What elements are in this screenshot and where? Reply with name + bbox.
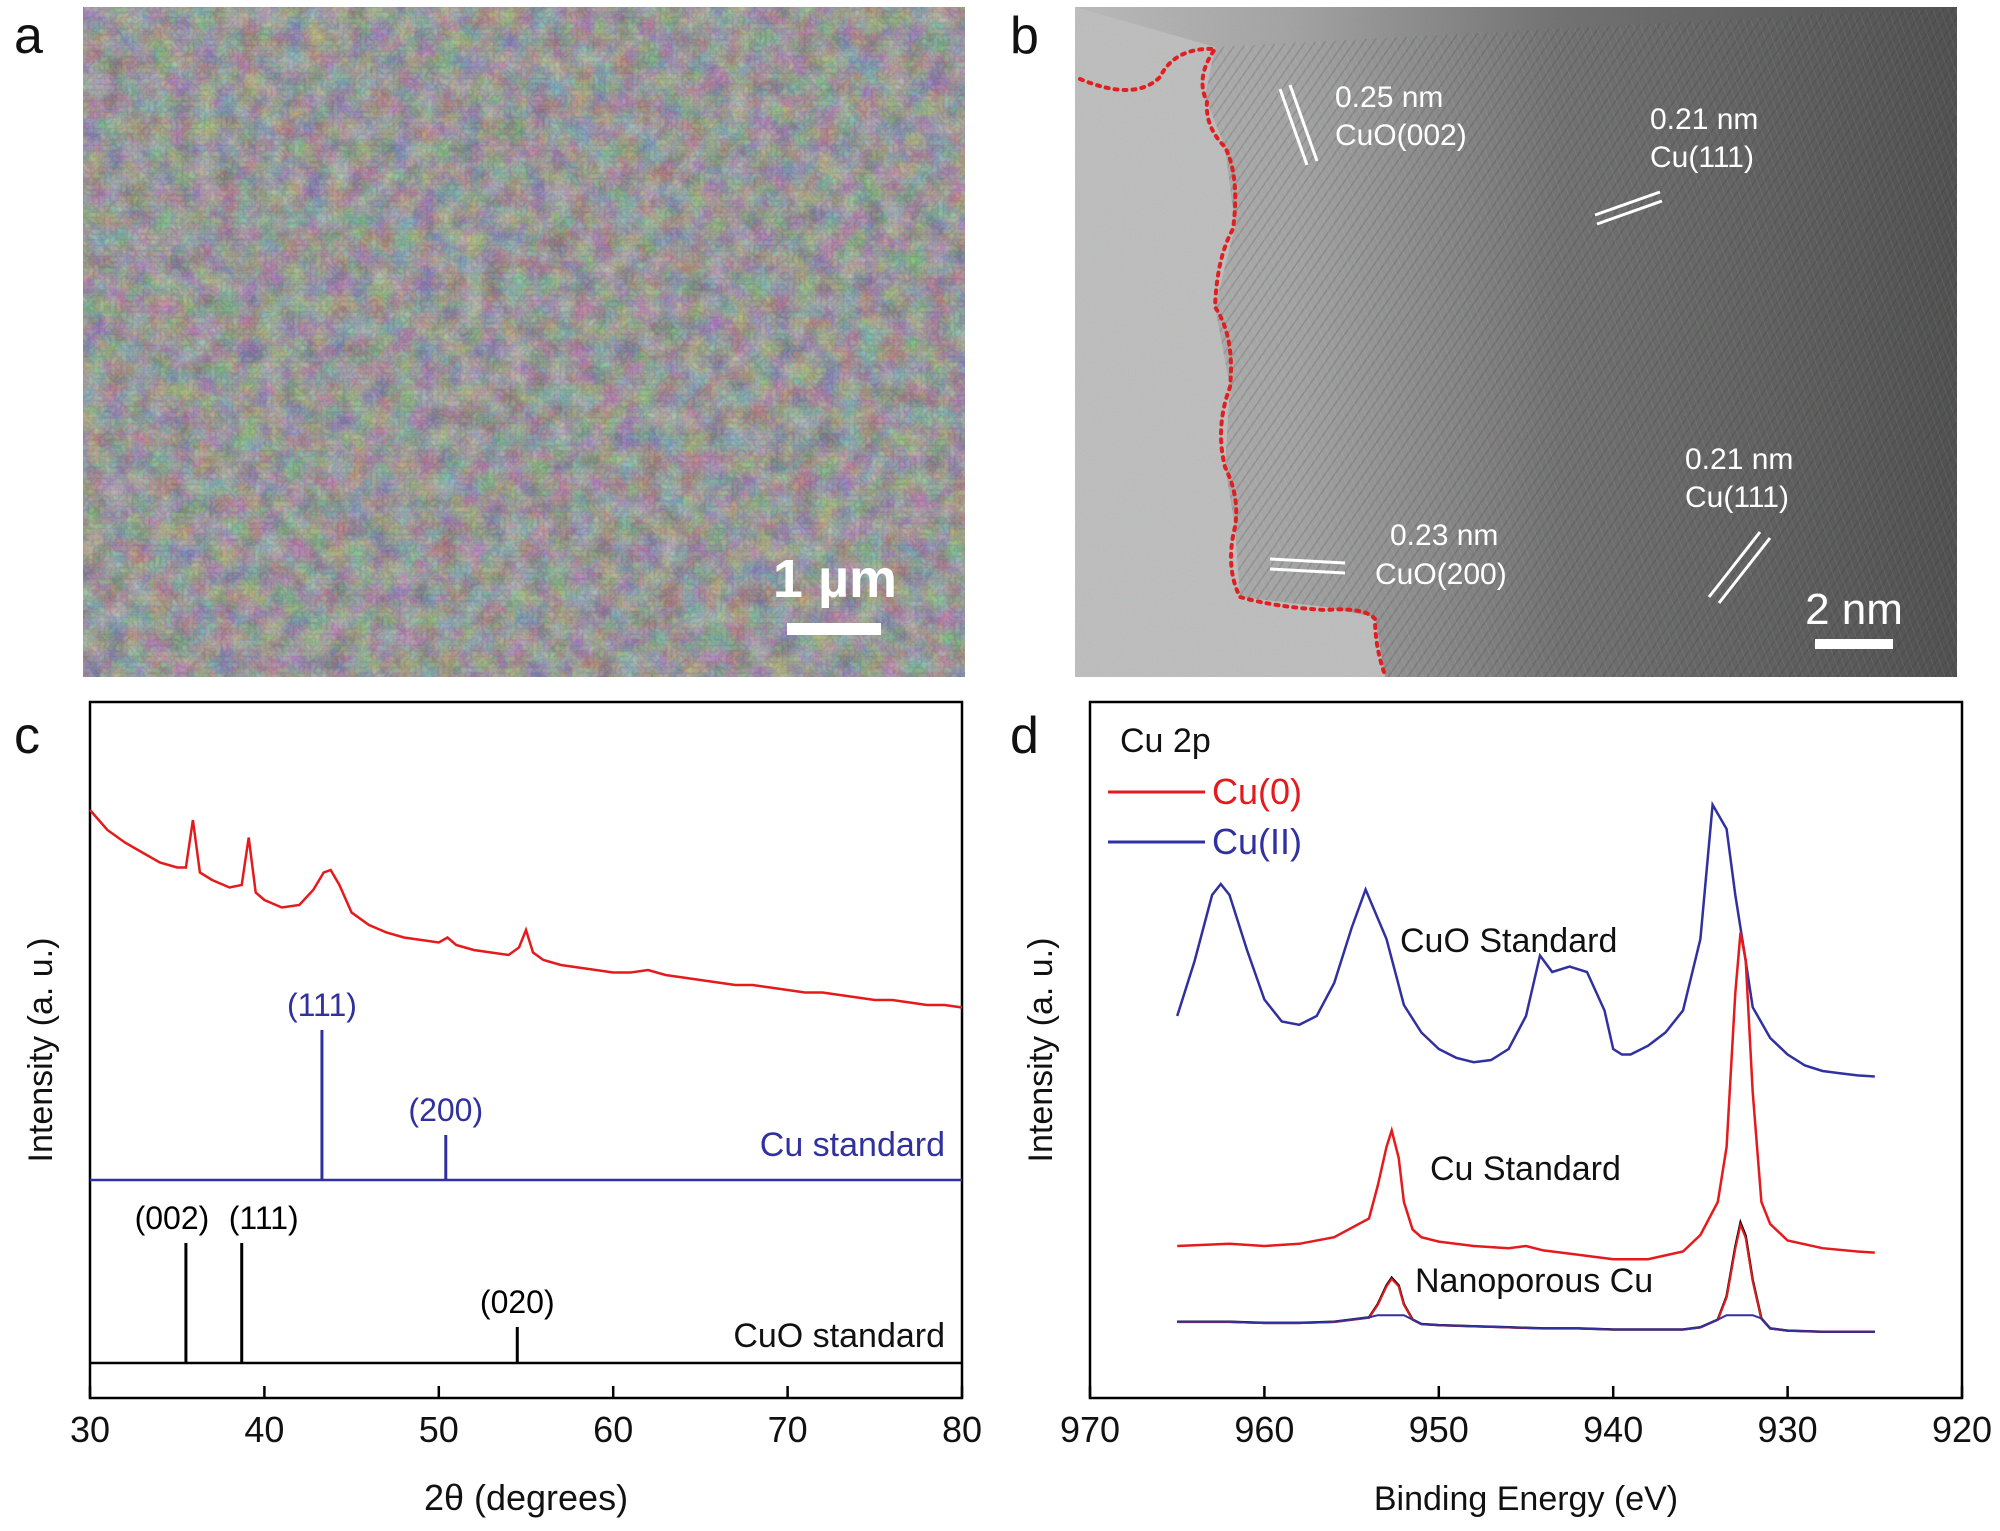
chart-d-xtick-label: 950 xyxy=(1409,1409,1469,1450)
chart-d-series-label-cu: Cu Standard xyxy=(1430,1150,1621,1188)
sem-scale-bar xyxy=(787,623,881,635)
chart-d-xtick-label: 970 xyxy=(1060,1409,1120,1450)
chart-c-xtick-label: 50 xyxy=(419,1409,459,1450)
chart-c-xtick-label: 70 xyxy=(768,1409,808,1450)
fringe-marker-cu-111-bottom xyxy=(1707,531,1772,604)
panel-letter-c: c xyxy=(14,707,40,765)
tem-label-3-spacing: 0.23 nm xyxy=(1390,519,1498,552)
interface-boundary-line xyxy=(1078,46,1387,677)
chart-c-ref-peak-label: (111) xyxy=(229,1200,299,1236)
chart-c-ref-peak-label: (200) xyxy=(408,1092,483,1128)
tem-scale-bar xyxy=(1815,639,1893,649)
chart-d-fit-cu2 xyxy=(1177,1314,1875,1333)
chart-c-xlabel: 2θ (degrees) xyxy=(424,1477,628,1518)
chart-c-frame xyxy=(88,700,964,1400)
chart-c-xrd: 30 40 50 60 70 80 (111) (200) (002) (111) (020) C… xyxy=(22,700,982,1518)
chart-d-legend-cu0: Cu(0) xyxy=(1212,771,1302,812)
chart-c-xtick-label: 80 xyxy=(942,1409,982,1450)
panel-letter-a: a xyxy=(14,7,43,65)
chart-c-cuo-ref-name: CuO standard xyxy=(733,1317,945,1355)
chart-d-title: Cu 2p xyxy=(1120,722,1211,760)
chart-c-xtick-label: 40 xyxy=(244,1409,284,1450)
fringe-marker-cu-111-top xyxy=(1594,190,1663,226)
fringe-marker-cuo-200 xyxy=(1269,557,1346,575)
chart-d-series-label-np: Nanoporous Cu xyxy=(1415,1262,1653,1300)
chart-d-xtick-label: 930 xyxy=(1758,1409,1818,1450)
chart-d-xps: 970 960 950 940 930 920 Cu 2p Cu(0) Cu(II) Cu… xyxy=(1022,700,1992,1518)
tem-micrograph: 0.25 nm CuO(002) 0.21 nm Cu(111) 0.21 nm… xyxy=(1075,7,1957,677)
tem-label-0-spacing: 0.25 nm xyxy=(1335,81,1443,114)
tem-label-1-plane: Cu(111) xyxy=(1650,141,1754,174)
chart-d-series-label-cuo: CuO Standard xyxy=(1400,922,1617,960)
tem-label-0-plane: CuO(002) xyxy=(1335,119,1467,152)
chart-c-ylabel: Intensity (a. u.) xyxy=(22,938,60,1163)
chart-c-xtick-label: 60 xyxy=(593,1409,633,1450)
sem-scale-bar-label: 1 µm xyxy=(773,549,897,609)
tem-label-2-plane: Cu(111) xyxy=(1685,481,1789,514)
chart-d-xtick-label: 960 xyxy=(1234,1409,1294,1450)
chart-c-sample-curve xyxy=(89,809,963,1009)
chart-c-cu-ref-name: Cu standard xyxy=(760,1126,945,1164)
chart-c-ref-peak-label: (020) xyxy=(480,1284,555,1320)
chart-d-ylabel: Intensity (a. u.) xyxy=(1022,938,1060,1163)
chart-d-xlabel: Binding Energy (eV) xyxy=(1374,1480,1678,1518)
chart-d-series-curve xyxy=(1176,800,1875,1078)
tem-label-1-spacing: 0.21 nm xyxy=(1650,103,1758,136)
fringe-marker-cuo-002 xyxy=(1278,84,1319,166)
chart-d-xtick-label: 940 xyxy=(1583,1409,1643,1450)
chart-c-ref-peak-label: (002) xyxy=(135,1200,210,1236)
chart-c-xtick-label: 30 xyxy=(70,1409,110,1450)
tem-label-2-spacing: 0.21 nm xyxy=(1685,443,1793,476)
chart-c-ref-peak-label: (111) xyxy=(287,987,357,1023)
panel-letter-b: b xyxy=(1010,7,1039,65)
panel-letter-d: d xyxy=(1010,707,1039,765)
chart-d-frame xyxy=(1088,700,1964,1400)
chart-d-xtick-label: 920 xyxy=(1932,1409,1992,1450)
chart-d-series-curve xyxy=(1177,932,1875,1261)
chart-d-legend-cu2: Cu(II) xyxy=(1212,821,1302,862)
sem-micrograph: 1 µm xyxy=(83,7,965,677)
tem-scale-bar-label: 2 nm xyxy=(1805,585,1903,634)
tem-label-3-plane: CuO(200) xyxy=(1375,558,1507,591)
